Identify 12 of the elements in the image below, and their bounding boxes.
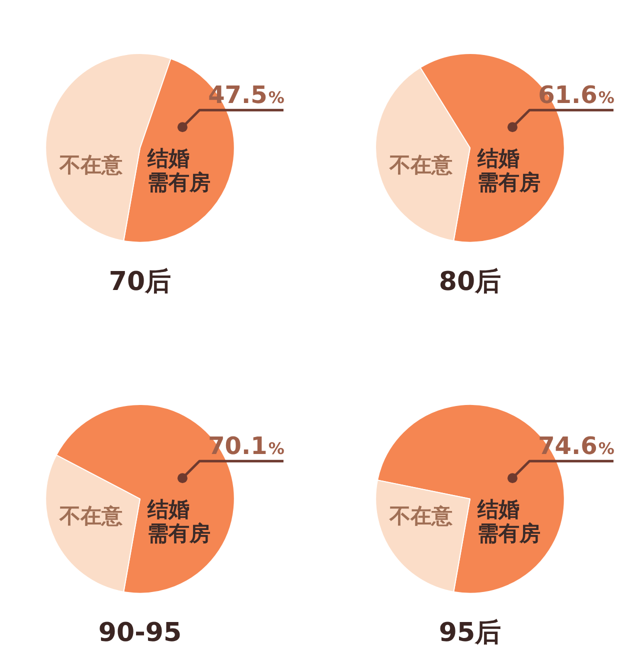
text: 90-95 — [98, 618, 182, 648]
slice-label: 不在意 — [388, 504, 454, 528]
text: 95后 — [438, 618, 502, 648]
slice-label: 不在意 — [388, 153, 454, 178]
slice-label: 结婚需有房 — [146, 498, 211, 546]
slice-label: 不在意 — [58, 153, 124, 178]
slice-label: 结婚需有房 — [476, 498, 541, 546]
slice-label: 不在意 — [58, 504, 124, 528]
text: 70后 — [108, 267, 172, 298]
slice-label: 结婚需有房 — [476, 146, 541, 195]
slice-label: 结婚需有房 — [146, 146, 211, 195]
text: 80后 — [438, 267, 502, 298]
